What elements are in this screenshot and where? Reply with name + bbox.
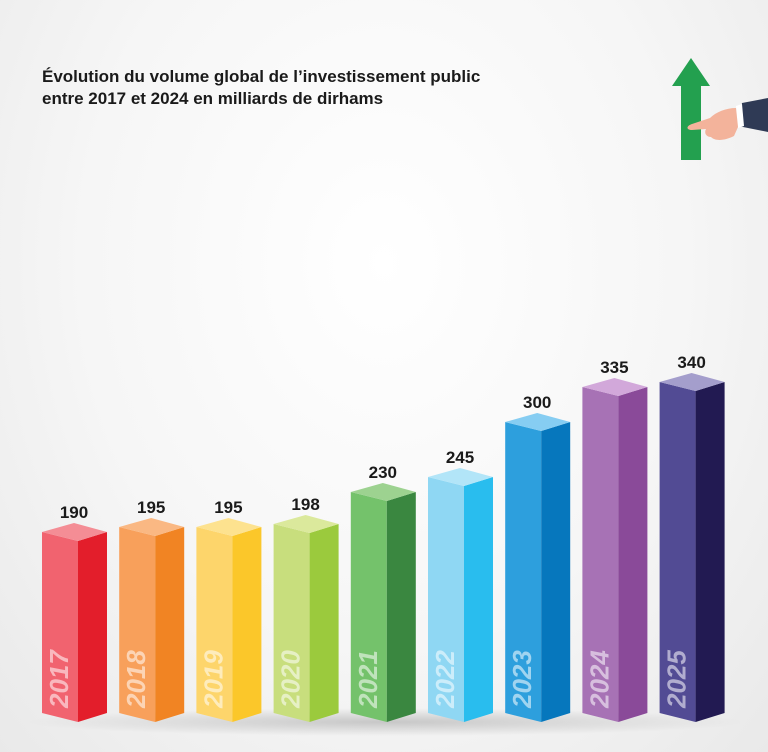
- value-label: 335: [600, 358, 628, 377]
- bar-top-face: [505, 413, 571, 431]
- bar-front-face: [505, 422, 542, 722]
- bar-2023: 300 2023: [505, 393, 571, 722]
- value-label: 245: [446, 448, 474, 467]
- bar-2017: 190 2017: [42, 503, 107, 722]
- chart-title-line-2: entre 2017 et 2024 en milliards de dirha…: [42, 89, 384, 108]
- bar-top-face: [119, 518, 185, 536]
- bar-front-face: [42, 532, 78, 722]
- value-label: 190: [60, 503, 88, 522]
- bar-2025: 340 2025: [659, 353, 725, 722]
- bar-2024: 335 2024: [582, 358, 648, 722]
- category-label: 2018: [121, 650, 151, 709]
- bar-side-face: [464, 477, 493, 722]
- bar-top-face: [42, 523, 107, 541]
- category-label: 2024: [584, 650, 614, 709]
- bar-side-face: [155, 527, 185, 722]
- value-label: 195: [214, 498, 242, 517]
- bar-top-face: [273, 515, 339, 533]
- bar-top-face: [350, 483, 416, 501]
- value-label: 195: [137, 498, 165, 517]
- bar-top-face: [196, 518, 262, 536]
- bar-side-face: [78, 532, 107, 722]
- bar-front-face: [428, 477, 464, 722]
- bar-side-face: [232, 527, 262, 722]
- bar-front-face: [582, 387, 619, 722]
- bar-top-face: [582, 378, 648, 396]
- bar-top-face: [659, 373, 725, 391]
- bars-group: 190 2017 195 2018 195 2019 198 2020 230 2021 245 20…: [42, 353, 725, 722]
- chart-title: Évolution du volume global de l’investis…: [42, 66, 602, 110]
- bar-2020: 198 2020: [273, 495, 339, 722]
- bar-2018: 195 2018: [119, 498, 185, 722]
- category-label: 2019: [198, 650, 228, 709]
- value-label: 340: [677, 353, 705, 372]
- bar-2022: 245 2022: [428, 448, 493, 722]
- bar-front-face: [119, 527, 156, 722]
- value-label: 300: [523, 393, 551, 412]
- bar-front-face: [196, 527, 233, 722]
- bar-front-face: [659, 382, 696, 722]
- value-label: 230: [369, 463, 397, 482]
- bar-front-face: [350, 492, 387, 722]
- category-label: 2023: [507, 650, 537, 709]
- category-label: 2017: [44, 649, 74, 709]
- bar-front-face: [273, 524, 310, 722]
- chart-title-line-1: Évolution du volume global de l’investis…: [42, 67, 481, 86]
- bar-side-face: [695, 382, 725, 722]
- pointing-hand-icon: [687, 98, 768, 140]
- category-label: 2022: [430, 650, 460, 709]
- bar-2021: 230 2021: [350, 463, 416, 722]
- category-label: 2025: [662, 650, 692, 709]
- bar-top-face: [428, 468, 493, 486]
- green-up-arrow-icon: [672, 58, 710, 160]
- bar-2019: 195 2019: [196, 498, 262, 722]
- category-label: 2021: [353, 650, 383, 709]
- bar-side-face: [386, 492, 416, 722]
- bar-side-face: [541, 422, 571, 722]
- bar-side-face: [309, 524, 339, 722]
- value-label: 198: [291, 495, 319, 514]
- category-label: 2020: [276, 650, 306, 709]
- bar-side-face: [618, 387, 648, 722]
